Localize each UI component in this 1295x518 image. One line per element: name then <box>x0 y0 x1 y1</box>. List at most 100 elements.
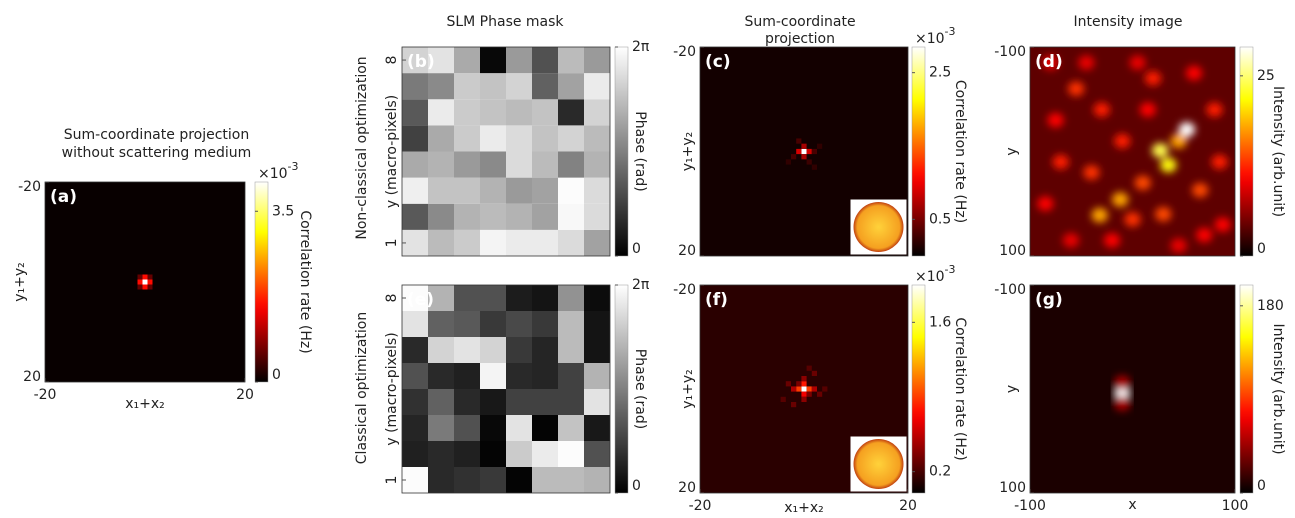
cell <box>812 149 817 154</box>
y-axis-label: y₁+y₂ <box>680 369 696 409</box>
cell <box>506 467 532 493</box>
cell <box>796 149 801 154</box>
colorbar-label: Intensity (arb.unit) <box>1270 323 1286 454</box>
plot-area <box>45 182 245 382</box>
background <box>1030 285 1235 493</box>
colorbar-tick-label: 0.5 <box>929 211 951 227</box>
cell <box>428 178 454 204</box>
y-tick-label: -20 <box>673 44 696 60</box>
x-tick-label: 20 <box>236 387 254 403</box>
cell <box>584 337 610 363</box>
cell <box>480 125 506 151</box>
cell <box>812 386 817 391</box>
panel-title: without scattering medium <box>62 145 252 161</box>
cell <box>584 441 610 467</box>
cell <box>532 230 558 256</box>
colorbar <box>615 47 628 256</box>
cell <box>506 178 532 204</box>
cell <box>480 47 506 73</box>
cell <box>584 125 610 151</box>
cell <box>796 381 801 386</box>
cell <box>454 415 480 441</box>
cell <box>506 285 532 311</box>
plot-area <box>1030 47 1235 256</box>
cell <box>402 178 428 204</box>
cell <box>558 99 584 125</box>
cell <box>506 47 532 73</box>
inset-image <box>854 439 904 489</box>
speckle <box>1129 55 1145 70</box>
cell <box>532 125 558 151</box>
cell <box>584 311 610 337</box>
y-axis-label: y₁+y₂ <box>680 132 696 172</box>
cell <box>402 99 428 125</box>
cell <box>532 415 558 441</box>
column-title: SLM Phase mask <box>446 14 564 30</box>
cell <box>558 230 584 256</box>
cell <box>584 73 610 99</box>
cell <box>801 149 806 154</box>
cell <box>454 285 480 311</box>
cell <box>801 386 806 391</box>
cell <box>480 441 506 467</box>
y-axis-label: y <box>1004 385 1020 393</box>
speckle <box>1170 238 1186 253</box>
cell <box>428 415 454 441</box>
speckle <box>1145 71 1161 86</box>
colorbar-tick-label: 3.5 <box>272 203 294 219</box>
colorbar-tick-label: 25 <box>1257 68 1275 84</box>
plot-area <box>1030 285 1235 493</box>
cell <box>532 99 558 125</box>
y-tick-label: 1 <box>384 238 400 247</box>
speckle <box>1140 102 1156 117</box>
x-tick-label: -20 <box>689 498 712 514</box>
speckle <box>1186 66 1202 81</box>
cell <box>584 47 610 73</box>
inset-image <box>854 202 904 252</box>
speckle <box>1112 192 1128 207</box>
cell <box>532 389 558 415</box>
cell <box>584 152 610 178</box>
colorbar-tick-label: 0.2 <box>929 464 951 480</box>
cell <box>148 285 153 290</box>
cell <box>454 204 480 230</box>
cell <box>807 386 812 391</box>
panel-label: (g) <box>1035 290 1063 310</box>
cell <box>428 337 454 363</box>
cell <box>454 125 480 151</box>
cell <box>558 467 584 493</box>
cell <box>428 311 454 337</box>
cell <box>454 363 480 389</box>
multiplier-exponent: -3 <box>945 263 956 276</box>
cell <box>812 371 817 376</box>
y-tick-label: -20 <box>673 282 696 298</box>
cell <box>791 386 796 391</box>
cell <box>480 99 506 125</box>
cell <box>480 178 506 204</box>
cell <box>506 99 532 125</box>
speckle <box>1053 155 1069 170</box>
cell <box>138 280 143 285</box>
speckle <box>1068 81 1084 96</box>
y-tick-label: 20 <box>23 369 41 385</box>
x-tick-label: 100 <box>1222 498 1249 514</box>
cell <box>817 392 822 397</box>
cell <box>480 285 506 311</box>
speckle <box>1135 176 1151 191</box>
cell <box>532 337 558 363</box>
cell <box>532 204 558 230</box>
cell <box>428 204 454 230</box>
panel-label: (e) <box>407 290 434 310</box>
row-label: Classical optimization <box>354 312 370 464</box>
cell <box>402 311 428 337</box>
colorbar-tick-label: 0 <box>272 367 281 383</box>
colorbar <box>255 182 268 382</box>
cell <box>532 47 558 73</box>
column-title: Intensity image <box>1074 14 1183 30</box>
cell <box>807 392 812 397</box>
cell <box>480 337 506 363</box>
cell <box>801 154 806 159</box>
cell <box>801 144 806 149</box>
cell <box>428 363 454 389</box>
colorbar-label: Phase (rad) <box>632 349 648 429</box>
